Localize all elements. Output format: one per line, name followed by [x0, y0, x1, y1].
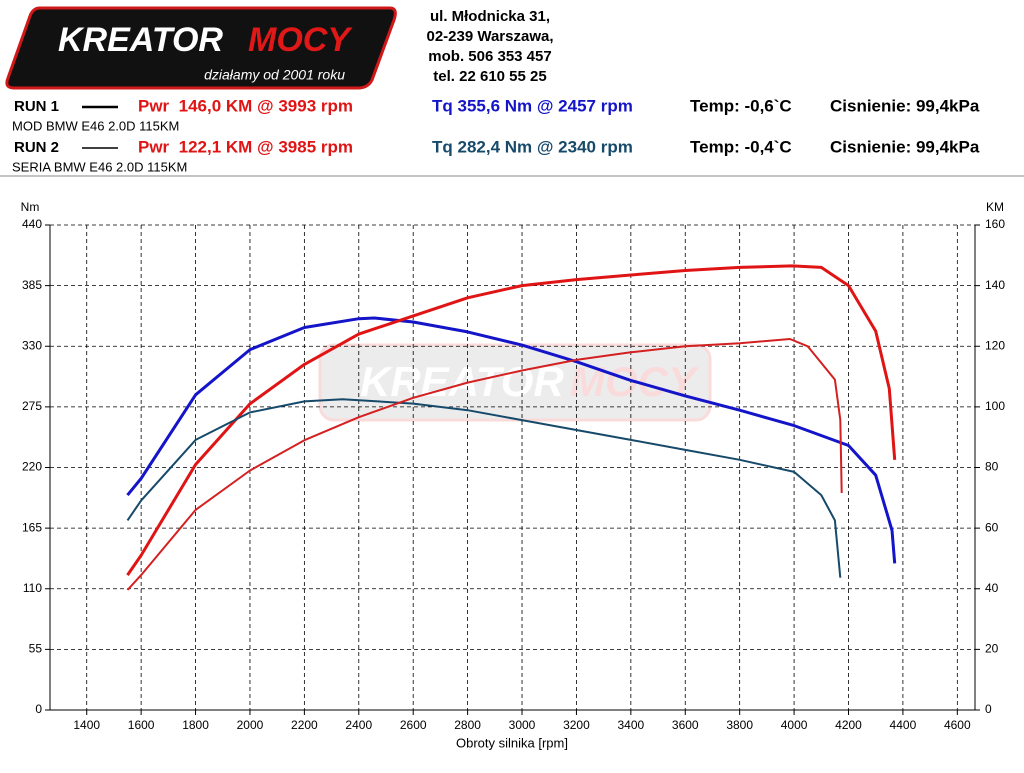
curve [126, 264, 897, 576]
curve [126, 338, 843, 591]
x-tick-label: 1400 [73, 718, 100, 732]
x-tick-label: 3400 [617, 718, 644, 732]
y-tick-label: 220 [22, 460, 42, 474]
logo-brand-right: MOCY [248, 21, 353, 59]
run-temp: Temp: -0,6`C [690, 96, 792, 115]
run-torque: Tq 282,4 Nm @ 2340 rpm [432, 137, 633, 156]
y2-tick-label: 160 [985, 217, 1005, 231]
x-tick-label: 4400 [890, 718, 917, 732]
address: ul. Młodnicka 31, 02-239 Warszawa, mob. 50… [426, 8, 553, 85]
run-power: Pwr 146,0 KM @ 3993 rpm [138, 96, 353, 115]
y2-tick-label: 60 [985, 520, 999, 534]
y-tick-label: 330 [22, 338, 42, 352]
x-tick-label: 2000 [237, 718, 264, 732]
x-tick-label: 1800 [182, 718, 209, 732]
x-tick-label: 1600 [128, 718, 155, 732]
x-tick-label: 2600 [400, 718, 427, 732]
x-tick-label: 3200 [563, 718, 590, 732]
x-tick-label: 4000 [781, 718, 808, 732]
y2-tick-label: 20 [985, 642, 999, 656]
y2-tick-label: 140 [985, 278, 1005, 292]
x-tick-label: 3000 [509, 718, 536, 732]
y2-tick-label: 120 [985, 338, 1005, 352]
address-line: 02-239 Warszawa, [426, 28, 553, 45]
y-tick-label: 0 [35, 702, 42, 716]
y-tick-label: 110 [23, 581, 42, 595]
y2-tick-label: 100 [985, 399, 1005, 413]
x-tick-label: 2400 [345, 718, 372, 732]
x-axis-label: Obroty silnika [rpm] [456, 735, 568, 750]
run-model: SERIA BMW E46 2.0D 115KM [12, 159, 187, 174]
logo-tagline: działamy od 2001 roku [204, 67, 345, 83]
watermark-brand-left: KREATOR [360, 358, 564, 405]
address-line: mob. 506 353 457 [428, 48, 551, 65]
x-tick-label: 4600 [944, 718, 971, 732]
run-torque: Tq 355,6 Nm @ 2457 rpm [432, 96, 633, 115]
y-tick-label: 165 [22, 520, 42, 534]
address-line: tel. 22 610 55 25 [433, 68, 546, 85]
run-power: Pwr 122,1 KM @ 3985 rpm [138, 137, 353, 156]
logo-brand-left: KREATOR [58, 21, 223, 59]
watermark: KREATOR MOCY [318, 343, 712, 422]
x-tick-label: 3600 [672, 718, 699, 732]
y-tick-label: 440 [22, 217, 42, 231]
address-line: ul. Młodnicka 31, [430, 8, 550, 25]
run-pressure: Cisnienie: 99,4kPa [830, 96, 980, 115]
run-model: MOD BMW E46 2.0D 115KM [12, 118, 179, 133]
run-label: RUN 1 [14, 98, 59, 115]
x-tick-label: 3800 [726, 718, 753, 732]
run-label: RUN 2 [14, 139, 59, 156]
x-tick-label: 2200 [291, 718, 318, 732]
logo-badge [5, 6, 397, 90]
y-tick-label: 275 [22, 399, 42, 413]
y2-tick-label: 40 [985, 581, 999, 595]
x-tick-label: 4200 [835, 718, 862, 732]
y2-axis-label: KM [986, 200, 1004, 214]
y2-tick-label: 0 [985, 702, 992, 716]
watermark-badge [318, 343, 712, 422]
curve [126, 316, 897, 564]
y-axis-label: Nm [21, 200, 40, 214]
y-tick-label: 385 [22, 278, 42, 292]
run-pressure: Cisnienie: 99,4kPa [830, 137, 980, 156]
curve [126, 398, 842, 578]
x-tick-label: 2800 [454, 718, 481, 732]
plot: 1400 1600 1800 2000 2200 2400 2600 2800 3000 3200… [22, 217, 1005, 732]
y-tick-label: 55 [29, 642, 43, 656]
run-temp: Temp: -0,4`C [690, 137, 792, 156]
run-info: RUN 1 MOD BMW E46 2.0D 115KM Pwr 146,0 KM … [12, 96, 980, 174]
y2-tick-label: 80 [985, 460, 999, 474]
